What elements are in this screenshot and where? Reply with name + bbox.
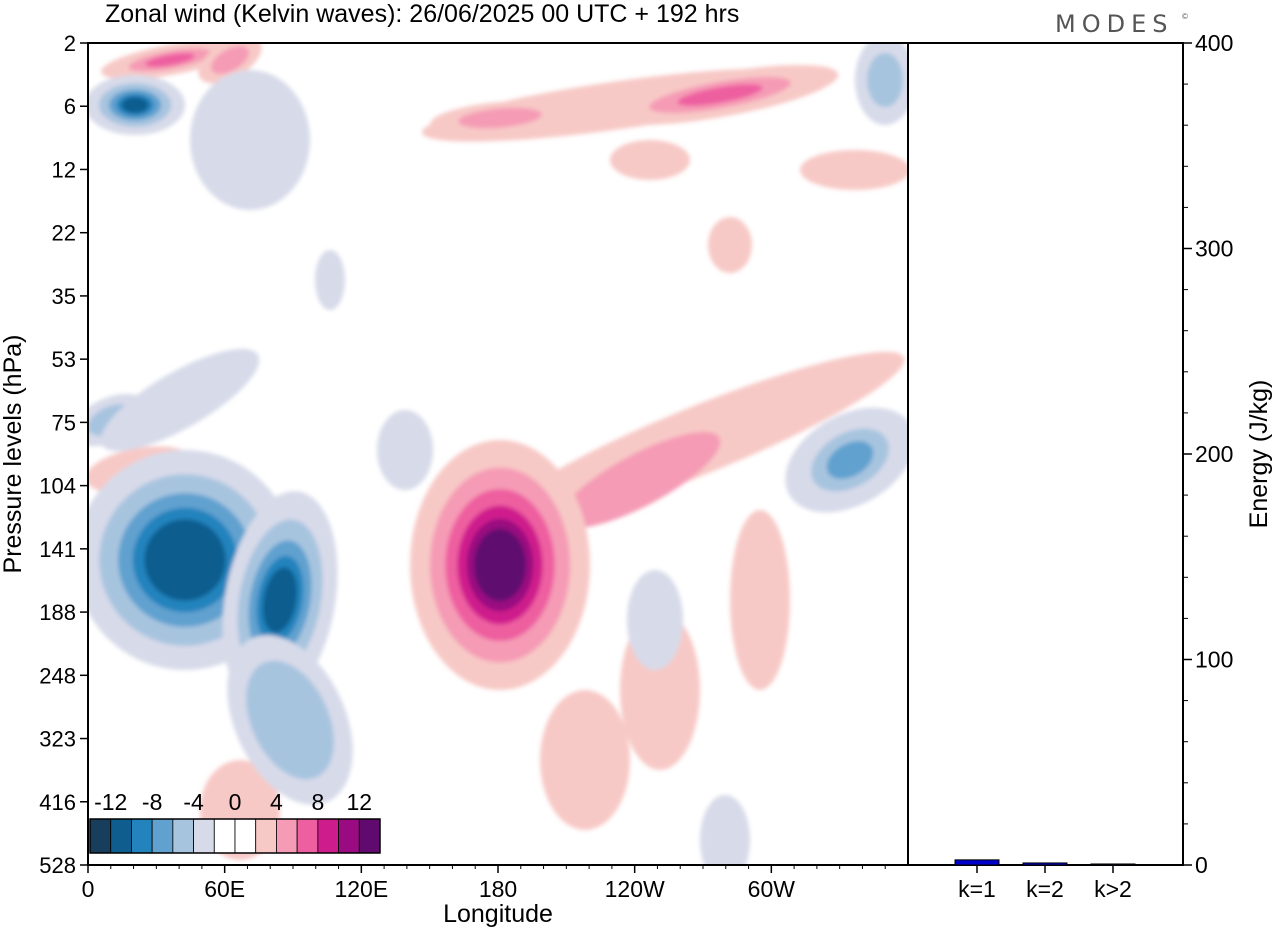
colorbar-label: -8 (142, 789, 162, 815)
y-tick-label: 53 (52, 347, 76, 372)
contour-band (627, 570, 683, 670)
y-axis-label: Pressure levels (hPa) (0, 335, 27, 574)
contour-band (474, 528, 526, 602)
contour-band (730, 510, 790, 690)
energy-y-tick-label: 100 (1195, 647, 1233, 673)
contour-band (677, 84, 763, 106)
contour-band (610, 140, 690, 180)
contour-band (190, 70, 310, 210)
y-tick-label: 141 (39, 537, 76, 562)
energy-category-label: k>2 (1094, 876, 1132, 902)
contour-band (315, 250, 345, 310)
contour-band (145, 53, 195, 67)
contour-band (262, 567, 298, 633)
contour-band (559, 431, 721, 529)
energy-panel-frame (907, 42, 1184, 866)
colorbar-label: 12 (346, 789, 372, 815)
colorbar-swatch (234, 818, 257, 854)
colorbar-swatch (151, 818, 174, 854)
y-tick-label: 323 (39, 727, 76, 752)
contour-band (540, 690, 630, 830)
energy-y-tick-label: 200 (1195, 441, 1233, 467)
x-tick-label: 60E (204, 876, 245, 902)
colorbar-swatch (317, 818, 339, 854)
colorbar-label: -12 (94, 789, 127, 815)
contour-band (144, 519, 226, 601)
colorbar-swatch (172, 818, 194, 854)
pressure-axis: 2 6 12 22 35 53 75 104 141 188 248 323 416 528 (39, 31, 88, 878)
colorbar-swatch (213, 818, 236, 854)
colorbar-label: 4 (270, 789, 283, 815)
x-tick-label: 180 (479, 876, 517, 902)
chart-title: Zonal wind (Kelvin waves): 26/06/2025 00… (105, 0, 739, 28)
colorbar-swatch (255, 818, 277, 854)
contour-band (458, 107, 542, 129)
y-tick-label: 248 (39, 663, 76, 688)
energy-category-label: k=1 (958, 876, 996, 902)
contour-band (211, 45, 249, 75)
colorbar-frame (89, 818, 381, 854)
colorbar-swatch (193, 818, 215, 854)
colorbar-swatch (276, 818, 298, 854)
contour-band (377, 410, 433, 490)
colorbar-swatch (338, 818, 360, 854)
colorbar-swatch (131, 818, 153, 854)
x-tick-label: 120E (334, 876, 388, 902)
contour-band (867, 53, 903, 107)
y-tick-label: 416 (39, 790, 76, 815)
x-axis-label: Longitude (443, 900, 553, 928)
colorbar-label: 0 (229, 789, 242, 815)
contour-band (826, 441, 874, 479)
brand-copyright-mark: © (1182, 12, 1188, 21)
energy-bar (1022, 862, 1068, 866)
y-tick-label: 528 (39, 853, 76, 878)
contour-band (700, 795, 750, 865)
energy-y-tick-label: 300 (1195, 236, 1233, 262)
energy-y-tick-label: 400 (1195, 30, 1233, 56)
y-tick-label: 22 (52, 221, 76, 246)
energy-bar (1090, 863, 1136, 866)
energy-bar (954, 859, 1000, 866)
energy-category-label: k=2 (1026, 876, 1064, 902)
colorbar-swatch (110, 818, 132, 854)
y-tick-label: 35 (52, 284, 76, 309)
longitude-axis: 0 60E 120E 180 120W 60W (82, 865, 886, 902)
energy-axis: k=1 k=2 k>2 0 100 200 300 400 (958, 30, 1233, 902)
y-tick-label: 2 (64, 31, 76, 56)
colorbar: -12 -8 -4 0 4 8 12 (89, 789, 381, 854)
x-tick-label: 120W (605, 876, 665, 902)
energy-axis-label: Energy (J/kg) (1245, 380, 1273, 529)
colorbar-label: -4 (183, 789, 204, 815)
x-tick-label: 0 (82, 876, 95, 902)
brand-logo: MODES (1055, 10, 1173, 38)
contour-band (246, 660, 334, 780)
y-tick-label: 188 (39, 600, 76, 625)
contour-band (100, 348, 260, 452)
y-tick-label: 104 (39, 474, 76, 499)
heatmap-field (88, 43, 908, 865)
colorbar-swatch (296, 818, 319, 854)
y-tick-label: 12 (52, 157, 76, 182)
contour-band (121, 96, 149, 114)
colorbar-label: 8 (311, 789, 324, 815)
contour-band (708, 217, 752, 273)
contour-band (800, 150, 908, 190)
energy-y-tick-label: 0 (1195, 852, 1208, 878)
colorbar-swatch (89, 818, 112, 854)
y-tick-label: 6 (64, 94, 76, 119)
colorbar-swatch (358, 818, 381, 854)
y-tick-label: 75 (52, 410, 76, 435)
x-tick-label: 60W (748, 876, 796, 902)
